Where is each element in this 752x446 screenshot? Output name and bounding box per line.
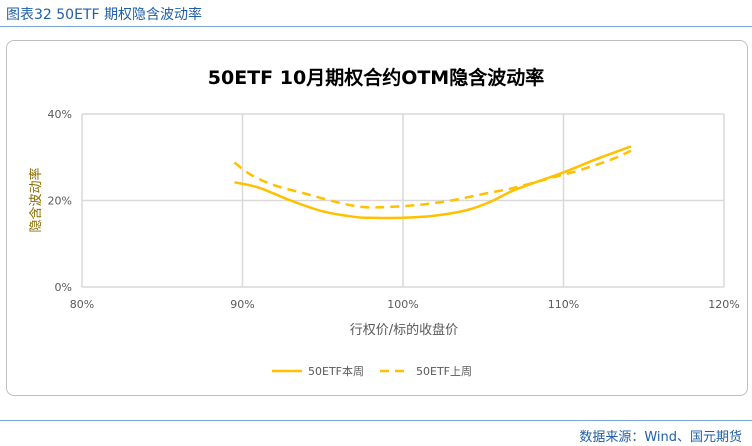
legend-label: 50ETF上周 <box>416 365 472 378</box>
x-tick-label: 80% <box>70 298 94 311</box>
x-tick-label: 90% <box>230 298 254 311</box>
x-tick-label: 100% <box>387 298 418 311</box>
x-tick-label: 120% <box>708 298 739 311</box>
y-axis-label: 隐含波动率 <box>28 167 44 232</box>
series-line-1 <box>234 145 632 220</box>
y-tick-label: 40% <box>48 108 72 121</box>
chart-title: 50ETF 10月期权合约OTM隐含波动率 <box>208 66 544 89</box>
x-axis-label: 行权价/标的收盘价 <box>350 322 458 338</box>
chart-frame <box>6 40 748 396</box>
series-line-2 <box>233 149 632 209</box>
figure-label: 图表32 50ETF 期权隐含波动率 <box>6 7 202 23</box>
source-note: 数据来源：Wind、国元期货 <box>579 430 742 445</box>
header-divider <box>0 26 752 27</box>
y-tick-label: 20% <box>48 195 72 208</box>
legend-label: 50ETF本周 <box>308 364 364 378</box>
y-tick-label: 0% <box>55 281 72 294</box>
x-tick-label: 110% <box>548 298 579 311</box>
footer-divider <box>0 420 752 421</box>
